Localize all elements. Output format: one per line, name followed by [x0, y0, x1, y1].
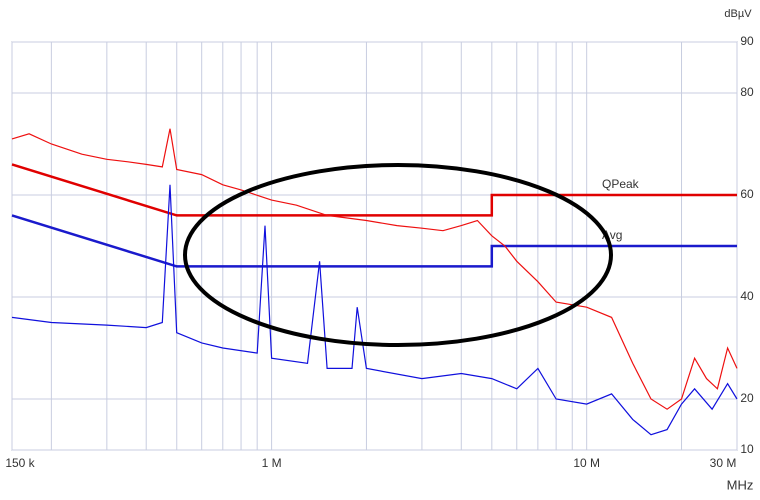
series-label: QPeak — [602, 177, 640, 191]
series-line — [11, 184, 738, 436]
series-line — [11, 163, 737, 217]
x-tick-label: 1 M — [262, 456, 282, 470]
highlight-ellipse — [183, 163, 613, 347]
y-unit: dBµV — [724, 8, 752, 20]
series-line — [11, 128, 738, 410]
y-tick-label: 90 — [740, 34, 754, 48]
y-tick-label: 60 — [740, 187, 754, 201]
y-tick-label: 40 — [740, 289, 754, 303]
y-tick-label: 10 — [740, 442, 754, 456]
series-line — [11, 214, 737, 268]
y-tick-label: 80 — [740, 85, 754, 99]
x-tick-label: 10 M — [573, 456, 600, 470]
x-unit: MHz — [727, 477, 754, 492]
x-tick-label: 150 k — [5, 456, 35, 470]
y-tick-label: 20 — [740, 391, 754, 405]
x-tick-label: 30 M — [710, 456, 737, 470]
